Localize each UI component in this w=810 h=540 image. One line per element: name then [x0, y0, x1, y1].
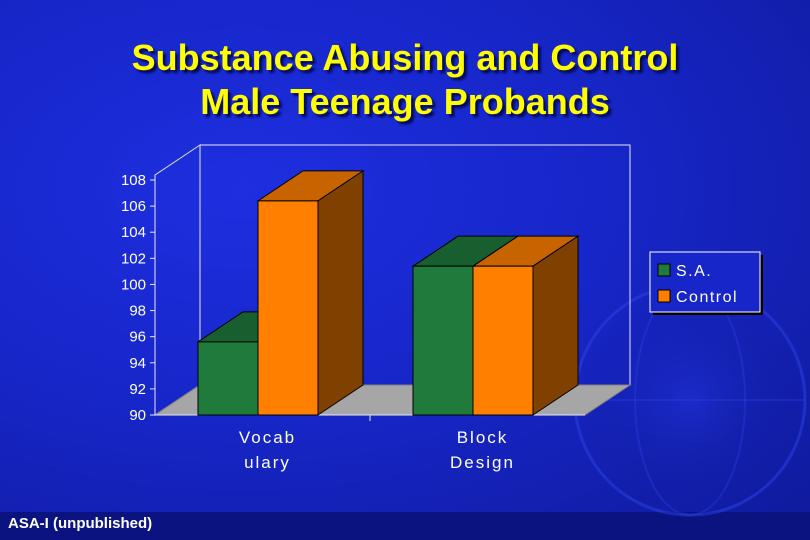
bar	[472, 265, 534, 416]
bar	[412, 265, 474, 416]
y-tick-label: 108	[121, 172, 146, 189]
y-tick-label: 90	[129, 407, 146, 424]
slide-title: Substance Abusing and Control Male Teena…	[0, 36, 810, 124]
y-tick-label: 104	[121, 224, 146, 241]
y-tick-label: 100	[121, 276, 146, 293]
y-tick-label: 98	[129, 303, 146, 320]
title-line-1: Substance Abusing and Control	[131, 37, 679, 78]
bar	[257, 200, 319, 416]
y-tick-label: 92	[129, 381, 146, 398]
title-line-2: Male Teenage Probands	[200, 81, 610, 122]
footer-bar	[0, 512, 810, 540]
x-tick-label: Vocab	[239, 428, 296, 447]
x-tick-label: ulary	[244, 453, 291, 472]
source-note: ASA-I (unpublished)	[8, 515, 153, 532]
legend-label: S.A.	[676, 263, 712, 280]
y-tick-label: 106	[121, 198, 146, 215]
y-tick-label: 96	[129, 329, 146, 346]
bar	[197, 341, 259, 416]
x-tick-label: Block	[457, 428, 509, 447]
y-tick-label: 102	[121, 250, 146, 267]
legend-label: Control	[676, 289, 738, 306]
y-tick-label: 94	[129, 355, 146, 372]
bar-side	[532, 235, 579, 416]
globe-watermark	[573, 283, 807, 517]
side-wall	[154, 144, 201, 416]
legend-swatch	[657, 289, 671, 303]
x-tick-label: Design	[450, 453, 515, 472]
legend-swatch	[657, 263, 671, 277]
bar-side	[317, 169, 364, 416]
